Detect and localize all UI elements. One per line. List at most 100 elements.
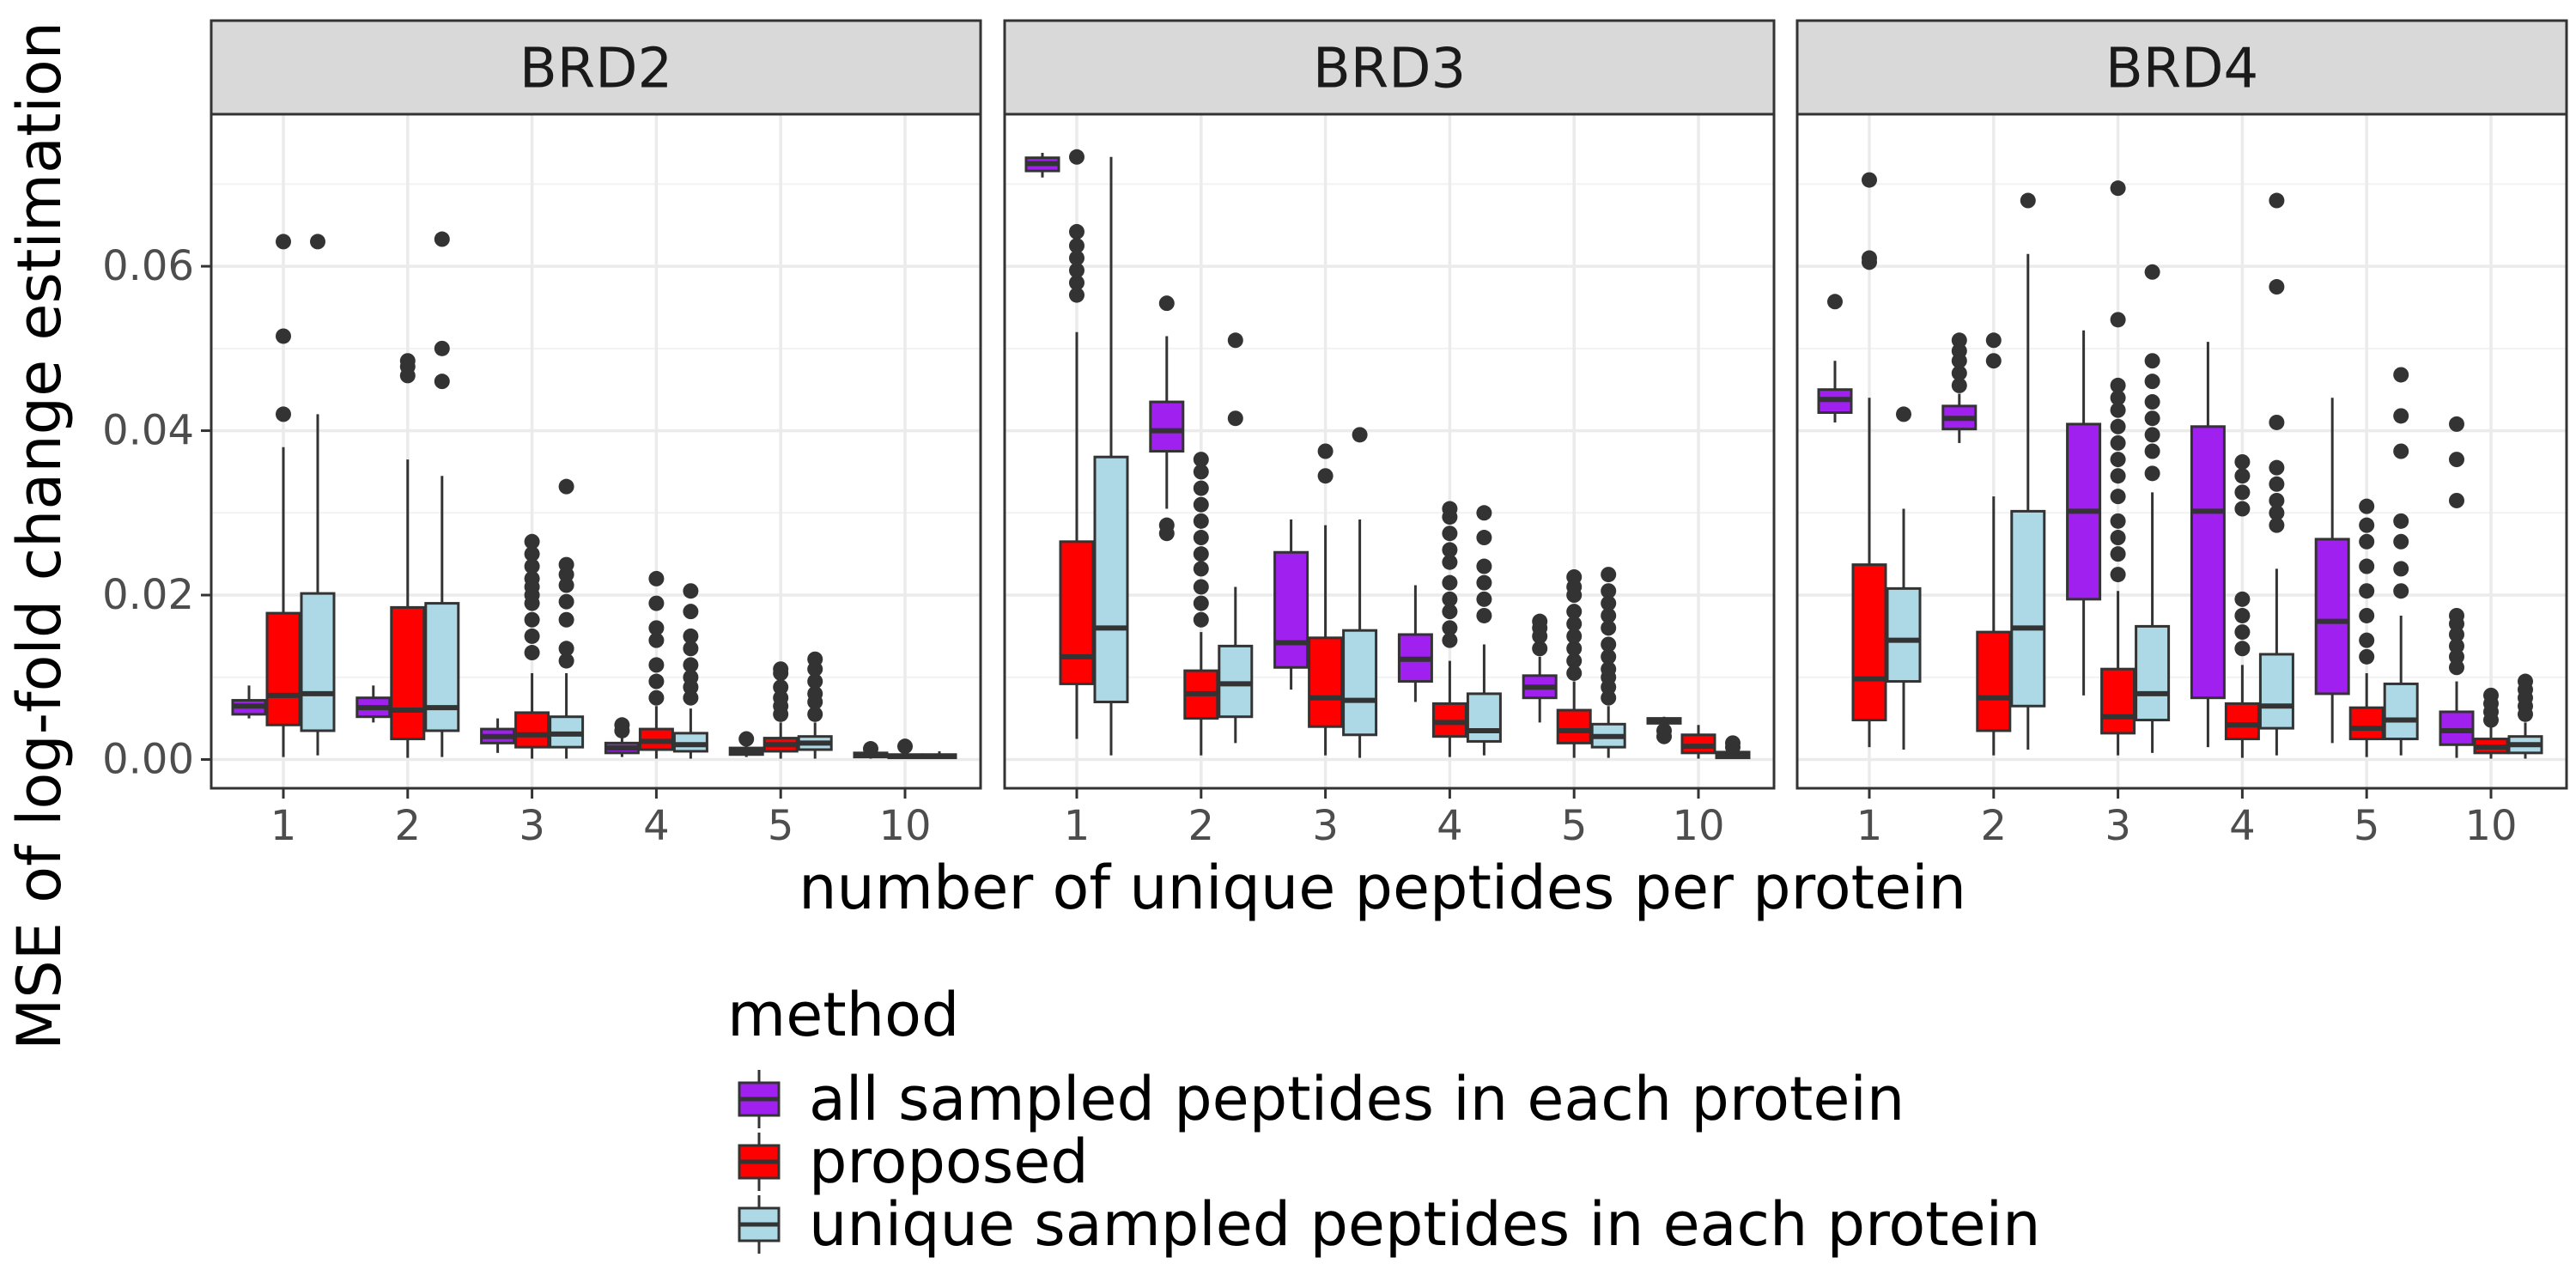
outlier-point xyxy=(2449,638,2464,654)
box-body xyxy=(2190,425,2226,700)
box-body xyxy=(1851,563,1887,722)
outlier-point xyxy=(434,374,450,390)
outlier-point xyxy=(807,673,823,690)
outlier-point xyxy=(524,645,540,661)
outlier-point xyxy=(1069,223,1084,240)
outlier-point xyxy=(2234,501,2251,517)
outlier-point xyxy=(2483,687,2499,703)
box-body xyxy=(1093,455,1129,703)
outlier-point xyxy=(1862,172,1877,188)
facet-panel-brd2: BRD2 1 2 3 4 5 10 xyxy=(210,19,982,850)
outlier-point xyxy=(558,556,574,573)
box-brd4-1-all-sampled xyxy=(1817,294,1853,422)
outlier-point xyxy=(1193,480,1209,496)
legend-entry-all-sampled: all sampled peptides in each protein xyxy=(738,1064,1905,1134)
outlier-point xyxy=(1352,427,1368,443)
box-brd3-4-proposed xyxy=(1431,501,1467,757)
outlier-point xyxy=(2110,452,2126,468)
outlier-point xyxy=(1069,250,1084,266)
x-tick-label: 1 xyxy=(1064,802,1091,850)
outlier-point xyxy=(1476,558,1492,574)
outlier-point xyxy=(648,690,665,706)
outlier-point xyxy=(1476,591,1492,607)
outlier-point xyxy=(2110,530,2126,546)
box-brd3-2-unique-sampled xyxy=(1218,332,1254,744)
outlier-point xyxy=(2234,453,2251,470)
outlier-point xyxy=(558,577,574,593)
box-brd3-3-proposed xyxy=(1308,443,1344,756)
legend-entry-unique-sampled: unique sampled peptides in each protein xyxy=(738,1189,2041,1260)
y-tick-label: 0.04 xyxy=(102,407,194,455)
outlier-point xyxy=(2269,192,2285,209)
outlier-point xyxy=(2144,353,2160,369)
outlier-point xyxy=(1069,149,1084,165)
box-brd3-5-all-sampled xyxy=(1522,613,1558,723)
box-brd2-5-all-sampled xyxy=(728,731,764,757)
outlier-point xyxy=(1601,567,1617,583)
outlier-point xyxy=(558,641,574,657)
x-tick-label: 5 xyxy=(768,802,794,850)
outlier-point xyxy=(1193,561,1209,577)
outlier-point xyxy=(2110,489,2126,505)
box-brd4-5-proposed xyxy=(2348,498,2385,757)
x-tick-label: 4 xyxy=(643,802,670,850)
outlier-point xyxy=(1566,628,1583,644)
box-brd2-2-all-sampled xyxy=(355,685,392,723)
outlier-point xyxy=(1442,632,1458,648)
outlier-point xyxy=(1069,275,1084,291)
outlier-point xyxy=(2393,367,2409,383)
outlier-point xyxy=(2269,476,2285,492)
box-brd4-2-unique-sampled xyxy=(2010,192,2046,750)
outlier-point xyxy=(648,620,665,636)
box-brd4-5-all-sampled xyxy=(2314,398,2350,744)
outlier-point xyxy=(2359,632,2375,648)
x-tick-label: 10 xyxy=(2464,802,2517,850)
outlier-point xyxy=(2393,443,2409,459)
panel-border xyxy=(1003,112,1776,790)
outlier-point xyxy=(2518,673,2533,690)
box-brd4-5-unique-sampled xyxy=(2383,367,2419,756)
box-brd4-3-proposed xyxy=(2100,180,2136,756)
box-brd3-2-proposed xyxy=(1183,452,1219,756)
box-body xyxy=(514,711,550,749)
outlier-point xyxy=(2144,465,2160,482)
outlier-point xyxy=(1566,653,1583,669)
outlier-point xyxy=(738,731,755,747)
x-tick-label: 3 xyxy=(2105,802,2131,850)
box-brd4-3-all-sampled xyxy=(2066,330,2102,696)
box-brd4-4-unique-sampled xyxy=(2258,192,2294,756)
box-brd3-10-proposed xyxy=(1680,725,1716,759)
outlier-point xyxy=(2359,558,2375,574)
outlier-point xyxy=(2269,459,2285,476)
outlier-point xyxy=(1951,332,1967,349)
box-brd4-2-all-sampled xyxy=(1941,332,1978,443)
outlier-point xyxy=(2269,414,2285,430)
outlier-point xyxy=(524,546,540,562)
outlier-point xyxy=(1442,542,1458,558)
outlier-point xyxy=(1476,607,1492,623)
facet-strip-label: BRD4 xyxy=(2105,38,2258,101)
outlier-point xyxy=(2020,192,2036,209)
outlier-point xyxy=(2110,312,2126,328)
outlier-point xyxy=(773,679,789,696)
box-brd2-5-unique-sampled xyxy=(797,651,833,759)
box-brd4-1-proposed xyxy=(1851,172,1887,748)
box-brd4-4-all-sampled xyxy=(2190,342,2226,748)
x-tick-label: 5 xyxy=(2354,802,2380,850)
outlier-point xyxy=(2449,659,2464,676)
outlier-point xyxy=(807,685,823,702)
outlier-point xyxy=(1193,595,1209,611)
box-body xyxy=(1886,586,1922,683)
box-brd2-3-proposed xyxy=(514,533,550,759)
facet-strip-label: BRD2 xyxy=(519,38,672,101)
box-body xyxy=(265,611,301,726)
panel-background xyxy=(1797,114,2567,788)
outlier-point xyxy=(2110,513,2126,529)
outlier-point xyxy=(1442,554,1458,570)
outlier-point xyxy=(1069,287,1084,303)
outlier-point xyxy=(1442,526,1458,542)
outlier-point xyxy=(2234,468,2251,484)
outlier-point xyxy=(1566,604,1583,620)
outlier-point xyxy=(2393,583,2409,599)
outlier-point xyxy=(2269,517,2285,533)
